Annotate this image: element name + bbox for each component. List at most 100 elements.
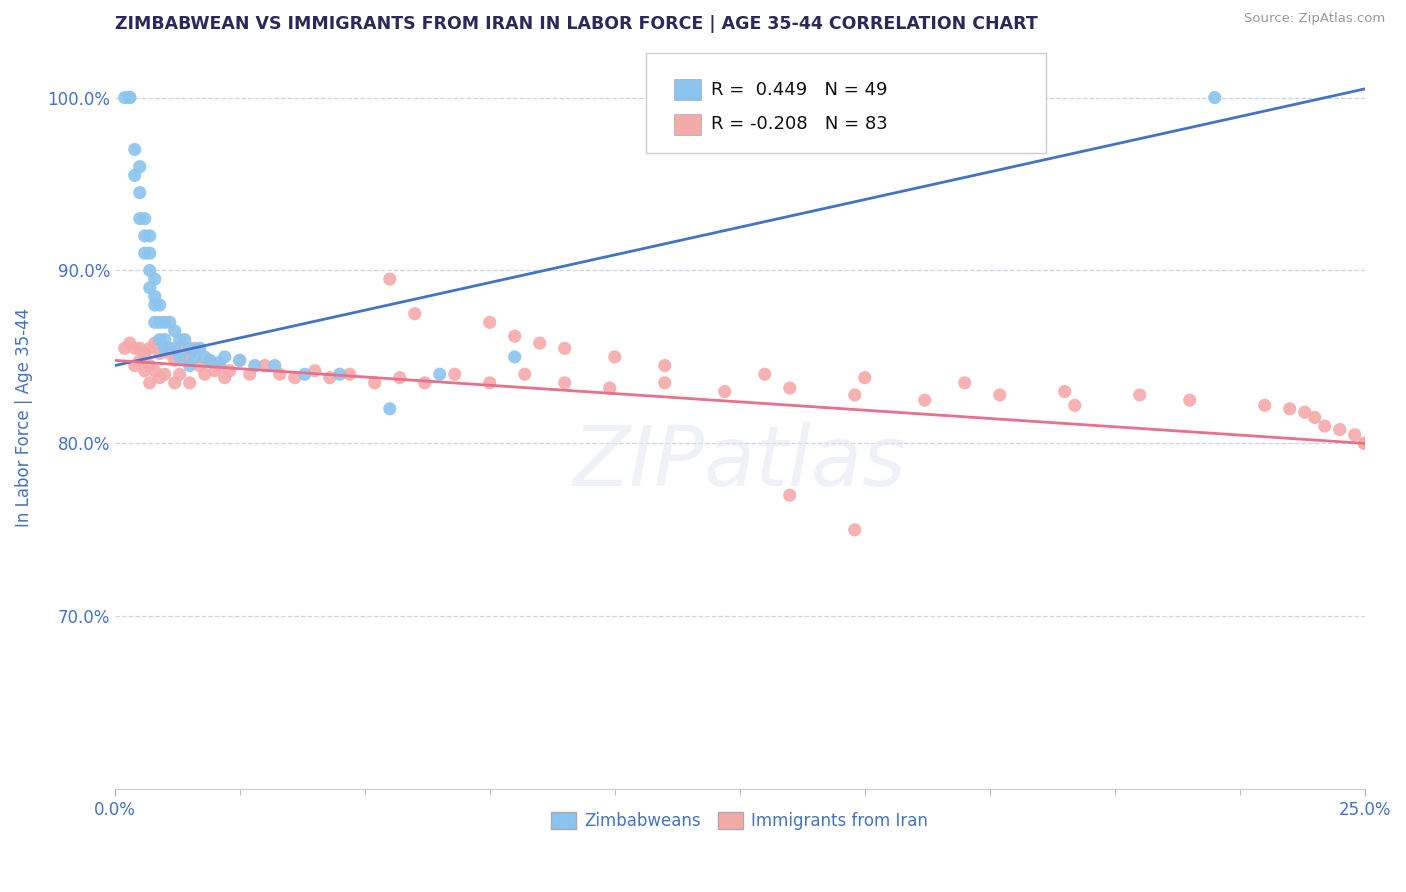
Point (198, 353, 221, 368)
Text: Source: ZipAtlas.com: Source: ZipAtlas.com (1244, 12, 1385, 25)
Point (713, 384, 735, 399)
Point (184, 350, 207, 364)
Text: R = -0.208   N = 83: R = -0.208 N = 83 (711, 115, 887, 134)
Point (159, 341, 181, 355)
Point (124, 169, 146, 183)
Point (513, 368, 536, 382)
Legend: Zimbabweans, Immigrants from Iran: Zimbabweans, Immigrants from Iran (544, 805, 935, 837)
Point (139, 263, 162, 277)
Point (153, 315, 176, 329)
FancyBboxPatch shape (673, 114, 702, 135)
Point (149, 333, 172, 347)
Point (149, 370, 172, 384)
Point (503, 350, 526, 364)
Point (218, 364, 240, 378)
Point (139, 246, 162, 260)
Point (134, 246, 156, 260)
Point (128, 353, 150, 368)
Point (239, 368, 262, 382)
Y-axis label: In Labor Force | Age 35-44: In Labor Force | Age 35-44 (15, 308, 32, 527)
Point (413, 376, 436, 390)
Point (143, 315, 166, 329)
Point (378, 401, 401, 416)
Point (159, 346, 181, 360)
Point (194, 368, 217, 382)
Point (143, 272, 166, 286)
Point (139, 359, 162, 373)
Point (198, 353, 221, 368)
Point (554, 376, 576, 390)
Point (173, 333, 195, 347)
Point (169, 333, 191, 347)
Point (114, 341, 136, 355)
Point (194, 350, 217, 364)
Point (128, 211, 150, 226)
Point (153, 341, 176, 355)
Point (143, 289, 166, 303)
Point (149, 346, 172, 360)
Point (443, 368, 465, 382)
Point (364, 376, 387, 390)
Point (143, 336, 166, 351)
Point (1294, 405, 1316, 419)
Point (1354, 436, 1376, 450)
Point (1178, 393, 1201, 408)
Point (153, 333, 176, 347)
Point (159, 315, 181, 329)
Point (139, 228, 162, 243)
Point (554, 341, 576, 355)
Point (914, 393, 936, 408)
Point (188, 341, 211, 355)
Point (214, 370, 236, 384)
Point (1313, 419, 1336, 434)
Point (1129, 388, 1152, 402)
Point (779, 488, 801, 502)
Point (153, 368, 176, 382)
Point (169, 350, 191, 364)
Point (128, 341, 150, 355)
Point (139, 341, 162, 355)
Point (134, 346, 156, 360)
Point (263, 359, 285, 373)
Point (208, 359, 231, 373)
Point (953, 376, 976, 390)
Point (124, 143, 146, 157)
Point (1254, 398, 1277, 412)
Point (503, 329, 526, 343)
Text: R =  0.449   N = 49: R = 0.449 N = 49 (711, 80, 887, 98)
Text: ZIPatlas: ZIPatlas (572, 422, 907, 502)
Point (853, 370, 876, 384)
Point (118, 90, 141, 104)
Point (208, 355, 231, 369)
Point (478, 376, 501, 390)
Point (654, 359, 676, 373)
Point (114, 90, 136, 104)
Point (169, 368, 191, 382)
Point (269, 368, 291, 382)
Point (478, 315, 501, 329)
Point (284, 370, 307, 384)
Point (404, 307, 426, 321)
Point (253, 359, 276, 373)
Point (429, 368, 451, 382)
Point (134, 364, 156, 378)
Point (319, 370, 342, 384)
FancyBboxPatch shape (645, 54, 1046, 153)
Point (184, 341, 207, 355)
Point (139, 281, 162, 295)
Point (163, 376, 186, 390)
FancyBboxPatch shape (673, 79, 702, 100)
Point (179, 359, 201, 373)
Point (163, 353, 186, 368)
Point (1053, 384, 1076, 399)
Point (1278, 401, 1301, 416)
Point (599, 381, 621, 395)
Point (143, 364, 166, 378)
Point (1204, 90, 1226, 104)
Point (173, 353, 195, 368)
Point (988, 388, 1011, 402)
Point (118, 336, 141, 351)
Point (153, 341, 176, 355)
Point (163, 341, 186, 355)
Point (179, 341, 201, 355)
